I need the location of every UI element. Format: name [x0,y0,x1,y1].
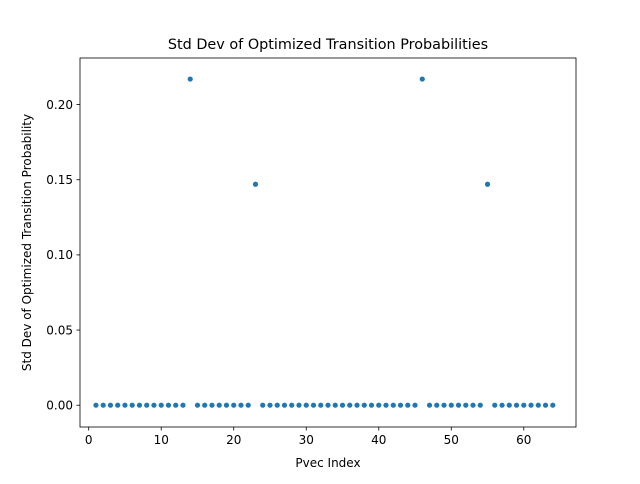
data-point [129,402,135,408]
x-axis-label: Pvec Index [295,456,360,470]
y-tick-label: 0.00 [46,399,73,413]
chart-title: Std Dev of Optimized Transition Probabil… [168,37,488,53]
data-point [528,402,534,408]
data-point [397,402,404,408]
y-tick-label: 0.15 [46,173,73,187]
data-point [100,402,106,408]
data-point [303,402,309,408]
x-axis-ticks: 0 10 20 30 40 50 60 [85,427,531,447]
data-point [260,402,266,408]
x-tick-label: 60 [516,433,531,447]
data-point [136,402,143,408]
data-point [513,402,520,408]
x-tick-label: 20 [226,433,241,447]
data-point [151,402,157,408]
plot-area-frame [79,57,577,428]
data-point [187,76,193,82]
x-tick-label: 50 [444,433,459,447]
y-tick-label: 0.05 [46,323,73,337]
data-point [267,402,273,408]
data-point [339,402,346,408]
data-point [180,402,186,408]
data-point [93,402,99,408]
data-point [383,402,389,408]
data-point [238,402,244,408]
data-point [332,402,338,408]
data-point [521,402,527,408]
data-point [484,181,491,187]
x-tick-label: 30 [299,433,314,447]
data-point [441,402,447,408]
x-tick-label: 0 [85,433,93,447]
data-point [223,402,230,408]
data-point [122,402,128,408]
data-point [325,402,331,408]
data-point [419,76,425,82]
data-point [158,402,164,408]
data-point [550,402,556,408]
data-point [231,402,237,408]
data-point [144,402,150,408]
data-point [477,402,483,408]
data-point [115,402,121,408]
data-point [202,402,208,408]
y-axis-ticks: 0.00 0.05 0.10 0.15 0.20 [46,98,80,413]
y-axis-label: Std Dev of Optimized Transition Probabil… [20,114,34,371]
data-point [448,402,454,408]
data-point [216,402,222,408]
data-point [245,402,251,408]
data-point [535,402,541,408]
data-point [455,402,462,408]
data-point [434,402,440,408]
data-point [289,402,295,408]
data-point [376,402,382,408]
data-point [354,402,360,408]
data-point [310,402,317,408]
data-point [165,402,172,408]
data-point [347,402,353,408]
data-point [470,402,476,408]
data-point [506,402,512,408]
data-points [93,76,556,408]
data-point [209,402,215,408]
x-tick-label: 10 [154,433,169,447]
data-point [405,402,411,408]
data-point [390,402,396,408]
y-tick-label: 0.20 [46,98,73,112]
data-point [296,402,302,408]
data-point [252,181,259,187]
data-point [107,402,114,408]
data-point [368,402,375,408]
data-point [426,402,433,408]
data-point [492,402,498,408]
data-point [361,402,367,408]
data-point [194,402,201,408]
data-point [412,402,418,408]
data-point [173,402,179,408]
y-tick-label: 0.10 [46,248,73,262]
x-tick-label: 40 [371,433,386,447]
data-point [318,402,324,408]
data-point [542,402,549,408]
data-point [499,402,505,408]
data-point [463,402,469,408]
data-point [281,402,288,408]
data-point [274,402,280,408]
